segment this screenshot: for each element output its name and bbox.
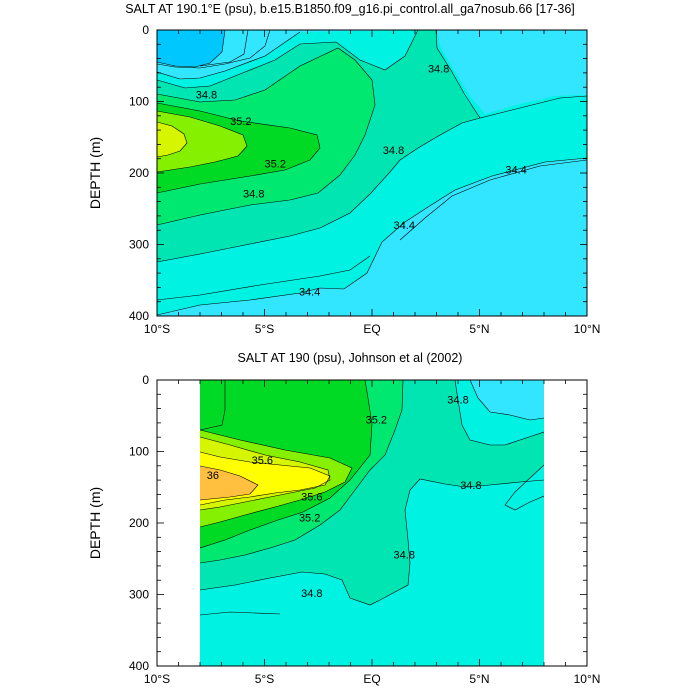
y-tick-label: 100 [129, 95, 149, 109]
fill-34.4-right [157, 160, 587, 316]
fill-34.6-right [505, 465, 544, 510]
y-tick-label: 200 [129, 166, 149, 180]
x-tick-label: 5°N [469, 672, 489, 686]
contour-label: 34.8 [301, 588, 322, 600]
contour-label: 34.8 [394, 549, 415, 561]
y-tick-label: 300 [129, 588, 149, 602]
panel-model [157, 30, 587, 316]
x-tick-label: 10°N [574, 322, 601, 336]
fill-36.0 [200, 466, 258, 500]
x-tick-label: 10°S [144, 322, 170, 336]
fill-34.4-top-right [437, 30, 587, 114]
contour-label: 36 [207, 470, 219, 482]
y-tick-label: 0 [142, 23, 149, 37]
contour-label: 35.2 [299, 512, 320, 524]
y-tick-label: 200 [129, 516, 149, 530]
y-axis-label-model: DEPTH (m) [87, 137, 103, 209]
contour-label: 34.4 [299, 287, 320, 299]
x-tick-label: 5°N [469, 322, 489, 336]
y-tick-label: 400 [129, 659, 149, 673]
contour-labels-observed: 35.6 36 35.6 35.2 35.2 34.8 34.8 34.8 34.8 [207, 394, 482, 600]
contour-label: 34.8 [460, 480, 481, 492]
x-tick-label: 10°N [574, 672, 601, 686]
contour-label: 34.8 [243, 189, 264, 201]
contour-label: 34.8 [447, 394, 468, 406]
chart-title-observed: SALT AT 190 (psu), Johnson et al (2002) [237, 351, 463, 365]
axis-ticks-observed: 10°S 5°S EQ 5°N 10°N 0 100 200 300 400 [129, 373, 600, 686]
contour-label: 35.2 [366, 414, 387, 426]
x-tick-label: EQ [363, 322, 380, 336]
y-tick-label: 0 [142, 373, 149, 387]
contour-label: 35.6 [252, 455, 273, 467]
contour-label: 34.8 [383, 145, 404, 157]
contour-labels-model: 34.8 35.2 35.2 34.8 34.8 34.8 34.4 34.4 34.4 [196, 64, 527, 299]
fill-35.4 [157, 111, 247, 172]
y-tick-label: 100 [129, 445, 149, 459]
contour-label: 34.8 [196, 89, 217, 101]
contour-lines-model [157, 30, 587, 316]
y-tick-label: 400 [129, 309, 149, 323]
fill-35.6 [157, 122, 187, 157]
x-tick-label: 5°S [255, 322, 274, 336]
y-axis-label-observed: DEPTH (m) [87, 487, 103, 559]
x-tick-label: 10°S [144, 672, 170, 686]
axis-ticks-model: 10°S 5°S EQ 5°N 10°N 0 100 200 300 400 [129, 23, 600, 336]
fill-34.2-top [157, 30, 225, 67]
x-tick-label: 5°S [255, 672, 274, 686]
contour-lines-observed [200, 380, 544, 616]
contour-label: 35.2 [230, 116, 251, 128]
chart-title-model: SALT AT 190.1°E (psu), b.e15.B1850.f09_g… [125, 2, 575, 16]
y-tick-label: 300 [129, 238, 149, 252]
contour-label: 35.6 [301, 492, 322, 504]
contour-label: 34.8 [428, 64, 449, 76]
contour-label: 34.4 [394, 220, 415, 232]
contour-label: 34.4 [505, 164, 526, 176]
panel-observed [200, 380, 544, 666]
x-tick-label: EQ [363, 672, 380, 686]
contour-label: 35.2 [265, 159, 286, 171]
